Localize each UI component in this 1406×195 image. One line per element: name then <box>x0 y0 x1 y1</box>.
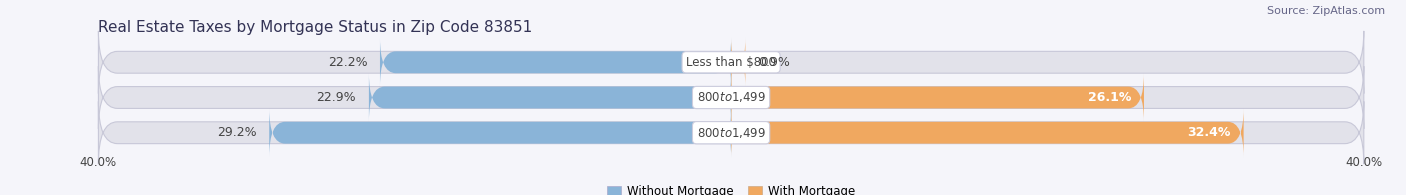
FancyBboxPatch shape <box>368 73 731 122</box>
Text: 32.4%: 32.4% <box>1188 126 1230 139</box>
FancyBboxPatch shape <box>730 38 747 87</box>
Text: Source: ZipAtlas.com: Source: ZipAtlas.com <box>1267 6 1385 16</box>
FancyBboxPatch shape <box>731 108 1244 157</box>
Text: 22.9%: 22.9% <box>316 91 356 104</box>
Text: $800 to $1,499: $800 to $1,499 <box>696 126 766 140</box>
Text: Real Estate Taxes by Mortgage Status in Zip Code 83851: Real Estate Taxes by Mortgage Status in … <box>98 20 533 35</box>
Text: 26.1%: 26.1% <box>1088 91 1132 104</box>
FancyBboxPatch shape <box>380 38 731 87</box>
FancyBboxPatch shape <box>269 108 731 157</box>
FancyBboxPatch shape <box>98 101 1364 164</box>
Legend: Without Mortgage, With Mortgage: Without Mortgage, With Mortgage <box>602 181 860 195</box>
Text: 29.2%: 29.2% <box>217 126 256 139</box>
FancyBboxPatch shape <box>731 73 1144 122</box>
FancyBboxPatch shape <box>98 31 1364 94</box>
Text: $800 to $1,499: $800 to $1,499 <box>696 90 766 105</box>
Text: 0.9%: 0.9% <box>758 56 790 69</box>
FancyBboxPatch shape <box>98 66 1364 129</box>
Text: 22.2%: 22.2% <box>328 56 367 69</box>
Text: Less than $800: Less than $800 <box>686 56 776 69</box>
